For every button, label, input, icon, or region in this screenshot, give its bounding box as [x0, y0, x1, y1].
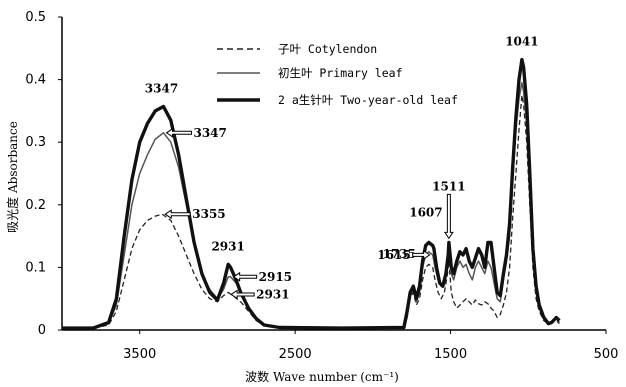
series-cotylendon: [62, 94, 560, 329]
series-layer: [62, 57, 561, 330]
series-primary-leaf: [62, 81, 560, 329]
peak-label: 3355: [192, 207, 225, 221]
peak-arrow: [164, 209, 191, 220]
y-tick-label: 0.2: [25, 198, 46, 213]
peak-label: 2915: [259, 270, 292, 284]
peak-label: 3347: [145, 82, 178, 96]
x-ticks: 3500 2500 1500 500: [123, 330, 618, 362]
peak-label: 3347: [193, 126, 226, 140]
peak-arrow: [232, 271, 258, 282]
legend-label-cotylendon: 子叶 Cotylendon: [278, 42, 377, 56]
legend-label-two-year-old-leaf: 2 a生针叶 Two-year-old leaf: [278, 93, 458, 107]
x-axis-title: 波数 Wave number (cm⁻¹): [245, 369, 399, 384]
peak-arrow: [443, 193, 454, 240]
peak-arrow: [165, 127, 192, 138]
y-tick-label: 0.4: [25, 73, 46, 88]
peak-label: 1615: [377, 248, 410, 262]
peak-label: 1607: [409, 205, 442, 219]
peak-label: 1735: [383, 247, 416, 261]
y-tick-label: 0: [38, 323, 46, 338]
peak-label: 1511: [432, 179, 465, 193]
x-tick-label: 2500: [279, 347, 312, 362]
x-tick-label: 500: [594, 347, 619, 362]
peak-arrow: [412, 249, 431, 260]
peak-label: 1041: [505, 35, 538, 49]
peak-label: 2931: [211, 239, 244, 253]
series-two-year-old-leaf: [62, 57, 561, 330]
axes: [61, 17, 606, 331]
x-tick-label: 3500: [123, 347, 156, 362]
y-tick-label: 0.1: [25, 260, 46, 275]
y-ticks: 0 0.1 0.2 0.3 0.4 0.5: [25, 10, 62, 338]
peak-arrow: [230, 289, 255, 300]
legend-label-primary-leaf: 初生叶 Primary leaf: [278, 66, 403, 80]
peak-label: 2931: [256, 287, 289, 301]
x-tick-label: 1500: [434, 347, 467, 362]
y-tick-label: 0.5: [25, 10, 46, 25]
y-axis-title: 吸光度 Absorbance: [5, 121, 20, 233]
legend: 子叶 Cotylendon 初生叶 Primary leaf 2 a生针叶 Tw…: [217, 42, 458, 107]
y-tick-label: 0.3: [25, 135, 46, 150]
